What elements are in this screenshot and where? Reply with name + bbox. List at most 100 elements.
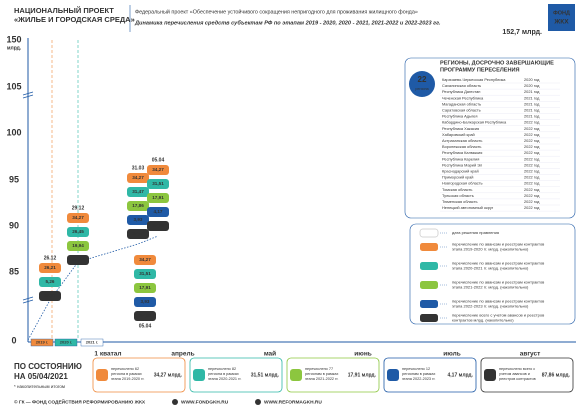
region-year: 2021 год <box>524 108 540 113</box>
region-name: Воронежская область <box>442 144 481 149</box>
region-name: Краснодарский край <box>442 169 479 174</box>
axis-break <box>22 91 34 99</box>
pill-value: 34,27 <box>132 175 144 180</box>
region-year: 2020 год <box>524 77 540 82</box>
pill-value: 87,86 <box>139 313 151 318</box>
regions-title: РЕГИОНЫ, ДОСРОЧНО ЗАВЕРШАЮЩИЕ <box>440 60 554 66</box>
axis-break <box>22 296 34 304</box>
pill-value: 17,91 <box>139 285 151 290</box>
summary-card <box>480 357 574 393</box>
summary-icon <box>387 369 399 381</box>
status: ПО СОСТОЯНИЮ <box>14 362 82 371</box>
summary-value: 4,17 млрд. <box>448 372 474 378</box>
status: НА 05/04/2021 <box>14 372 68 381</box>
value-pill <box>134 255 156 265</box>
summary-value: 87,86 млрд. <box>542 372 571 378</box>
logo-text: ЖКХ <box>553 19 569 26</box>
value-pill <box>39 277 61 287</box>
value-pill <box>39 263 61 273</box>
pill-value: 5,26 <box>46 279 55 284</box>
summary-text: регионам в рамках <box>402 372 435 376</box>
year-box <box>54 338 78 347</box>
summary-text: перечислено 82 <box>208 367 236 371</box>
column-date: 29.12 <box>72 205 85 211</box>
region-name: Тульская область <box>442 193 474 198</box>
legend-text: этапа 2019-2020 гг. млрд. (накопительно) <box>452 247 529 252</box>
legend-swatch <box>420 314 438 322</box>
legend-swatch <box>420 300 438 308</box>
value-pill <box>147 179 169 189</box>
legend-text: контрактов млрд. (накопительно) <box>452 318 514 323</box>
column-date: 05.04 <box>139 323 152 329</box>
legend-text: этапа 2022-2023 гг. млрд. (накопительно) <box>452 304 529 309</box>
region-year: 2022 год <box>524 150 540 155</box>
trend-line <box>27 235 159 341</box>
summary-text: региона в рамках <box>111 372 142 376</box>
value-pill <box>67 241 89 251</box>
summary-text: учетом авансов и <box>499 372 530 376</box>
year-label: 2021 г. <box>86 340 98 345</box>
site-icon <box>172 399 178 405</box>
summary-text: перечислено 62 <box>111 367 139 371</box>
value-pill <box>67 255 89 265</box>
region-year: 2022 год <box>524 138 540 143</box>
total: 152,7 млрд. <box>502 29 542 36</box>
summary-icon <box>290 369 302 381</box>
value-pill <box>134 269 156 279</box>
region-year: 2022 год <box>524 193 540 198</box>
year-box <box>30 338 54 347</box>
pill-value: 87,54 <box>132 231 144 236</box>
legend-swatch <box>419 228 439 238</box>
value-pill <box>127 173 149 183</box>
summary-text: этапа 2022-2023 гг. <box>402 377 435 381</box>
pill-value: 4,17 <box>154 209 163 214</box>
region-year: 2022 год <box>524 126 540 131</box>
summary-text: реестров контрактов <box>499 377 536 381</box>
y-tick-label: 0 <box>11 335 16 345</box>
pill-value: 26,21 <box>44 265 56 270</box>
region-count: 22 <box>418 75 427 84</box>
region-year: 2022 год <box>524 156 540 161</box>
legend-text: перечисление по авансам и реестрам контр… <box>452 261 544 266</box>
region-name: Хабаровский край <box>442 132 475 137</box>
logo-text: ФОНД <box>553 10 570 16</box>
region-year: 2021 год <box>524 89 540 94</box>
legend-text: перечисление всего с учетом авансов и ре… <box>452 313 544 318</box>
region-year: 2022 год <box>524 120 540 125</box>
region-year: 2021 год <box>524 114 540 119</box>
value-pill <box>127 201 149 211</box>
region-count-badge <box>409 71 435 97</box>
value-pill <box>127 187 149 197</box>
pill-value: 17,91 <box>152 195 164 200</box>
column-date: 31.03 <box>132 165 145 171</box>
x-tick-label: август <box>520 351 541 358</box>
region-name: Карачаево-Черкесская Республика <box>442 77 506 82</box>
value-pill <box>147 221 169 231</box>
region-year: 2022 год <box>524 199 540 204</box>
summary-value: 34,27 млрд. <box>154 372 183 378</box>
value-pill <box>134 297 156 307</box>
pill-value: 77,74 <box>72 257 84 262</box>
note: * накопительным итогом <box>14 384 65 389</box>
legend-text: перечисление по авансам и реестрам контр… <box>452 280 544 285</box>
summary-card <box>92 357 186 393</box>
year-box <box>80 338 104 347</box>
region-name: Сахалинская область <box>442 83 481 88</box>
region-name: Ненецкий автономный округ <box>442 205 494 210</box>
y-tick-label: 95 <box>9 174 19 184</box>
summary-text: региона в рамках <box>208 372 239 376</box>
pill-value: 26,45 <box>72 229 84 234</box>
y-tick-label: 100 <box>6 127 21 137</box>
pill-value: 19,94 <box>72 243 84 248</box>
summary-value: 31,51 млрд. <box>251 372 280 378</box>
region-count-label: региона <box>415 87 428 91</box>
summary-text: перечислено 77 <box>305 367 333 371</box>
summary-icon <box>193 369 205 381</box>
region-year: 2022 год <box>524 132 540 137</box>
value-pill <box>67 213 89 223</box>
legend-text: перечисление по авансам и реестрам контр… <box>452 299 544 304</box>
region-year: 2021 год <box>524 101 540 106</box>
site-icon <box>255 399 261 405</box>
region-name: Приморский край <box>442 175 473 180</box>
pill-value: 87,86 <box>152 223 164 228</box>
